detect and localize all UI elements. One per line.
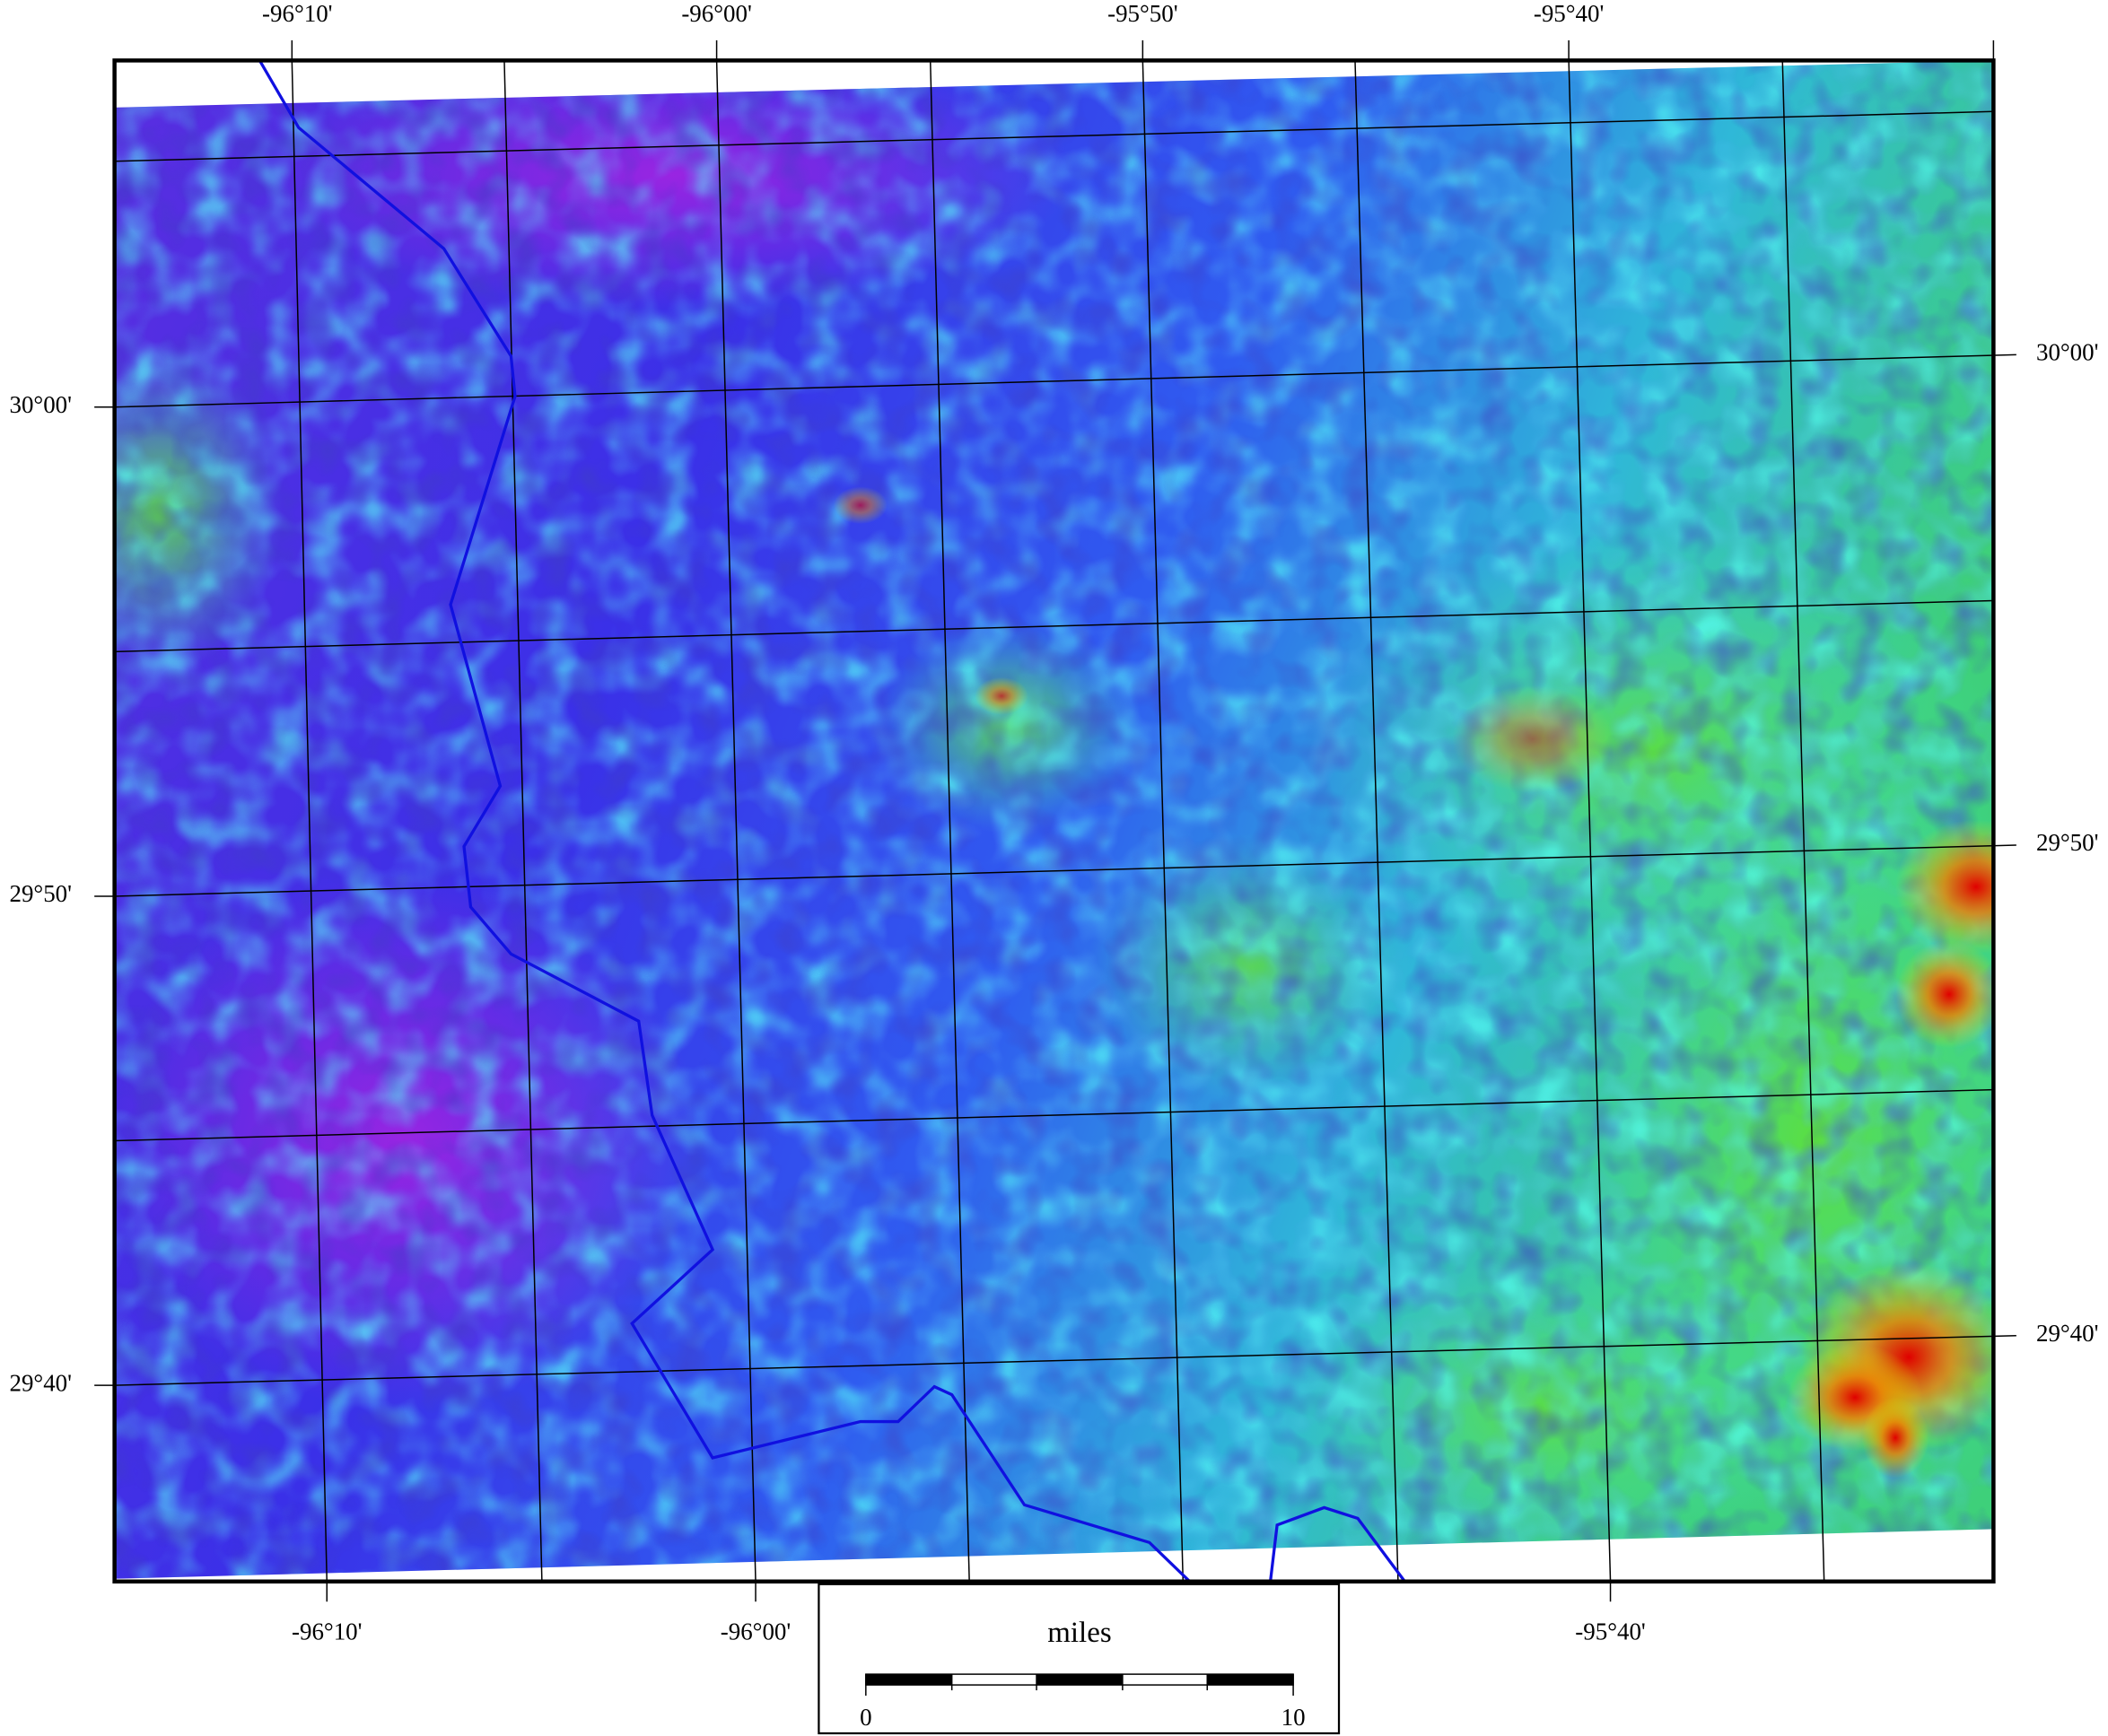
meridian — [291, 60, 328, 1582]
scale-bar: miles 0 10 — [818, 1583, 1341, 1735]
scale-label: 0 — [860, 1704, 871, 1731]
lon-label: -95°40' — [1575, 1618, 1645, 1644]
parallel — [114, 599, 1994, 653]
meridian — [715, 60, 757, 1582]
parallel — [114, 353, 2016, 408]
scale-segment — [1037, 1674, 1123, 1686]
lon-label: -96°00' — [721, 1618, 791, 1644]
lon-label: -96°00' — [681, 0, 751, 27]
lat-label: 29°40' — [9, 1369, 72, 1396]
county-boundary — [258, 59, 1191, 1583]
meridian — [1141, 60, 1185, 1582]
lat-label: 29°50' — [9, 880, 72, 907]
lon-label: -96°10' — [262, 0, 332, 27]
scale-segment — [1207, 1674, 1294, 1686]
scale-label: 10 — [1281, 1704, 1306, 1731]
lon-label: -95°50' — [1107, 0, 1177, 27]
meridian — [1354, 60, 1399, 1582]
anomaly-raster — [114, 60, 1994, 1579]
lat-label: 30°00' — [2036, 339, 2099, 366]
lat-label: 30°00' — [9, 391, 72, 418]
map-frame — [112, 58, 1996, 1584]
meridian — [1568, 60, 1612, 1582]
scale-box — [818, 1583, 1341, 1735]
parallel — [114, 110, 1994, 162]
parallel — [114, 1334, 2016, 1386]
scale-unit: miles — [1047, 1617, 1111, 1649]
parallel — [114, 844, 2016, 897]
lat-label: 29°40' — [2036, 1320, 2099, 1347]
meridian — [503, 60, 543, 1582]
lon-label: -95°40' — [1534, 0, 1604, 27]
lon-label: -96°10' — [292, 1618, 362, 1644]
graticule — [94, 39, 2016, 1602]
lat-label: 29°50' — [2036, 829, 2099, 856]
meridian — [929, 60, 970, 1582]
parallel — [114, 1088, 1994, 1142]
meridian — [1781, 60, 1825, 1582]
county-boundary — [1268, 1505, 1406, 1583]
scale-segment — [865, 1674, 952, 1686]
